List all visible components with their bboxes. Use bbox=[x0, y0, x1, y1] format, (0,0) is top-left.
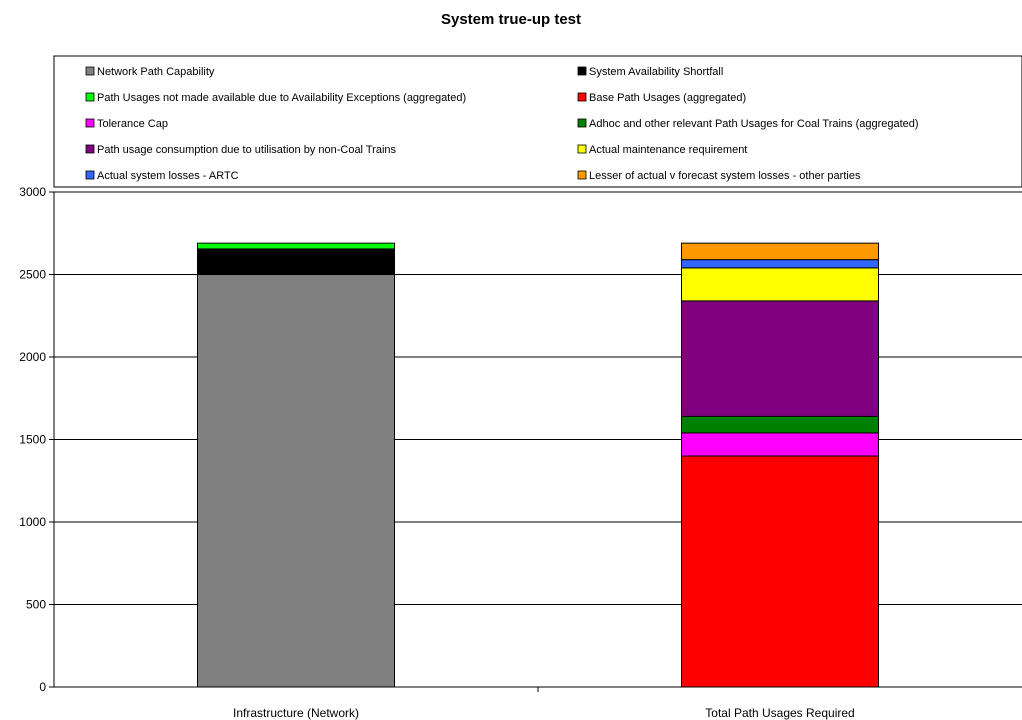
legend-swatch bbox=[85, 118, 95, 128]
bar-segment bbox=[681, 415, 879, 434]
legend-label: Network Path Capability bbox=[97, 66, 215, 78]
legend-label: Adhoc and other relevant Path Usages for… bbox=[589, 118, 919, 130]
legend-swatch bbox=[85, 170, 95, 180]
y-tick-label: 1000 bbox=[19, 515, 46, 529]
bar-segment bbox=[681, 242, 879, 261]
y-tick-label: 2500 bbox=[19, 268, 46, 282]
legend-swatch bbox=[85, 92, 95, 102]
legend-swatch bbox=[577, 144, 587, 154]
chart-title: System true-up test bbox=[441, 11, 581, 28]
legend-swatch bbox=[577, 118, 587, 128]
bar-segment bbox=[197, 242, 395, 250]
legend-box bbox=[53, 55, 1022, 188]
plot-area: 0 500 1000 1500 2000 2500 3000 Infrastructure (… bbox=[19, 185, 1022, 720]
bar-segment bbox=[681, 455, 879, 688]
bar-segment bbox=[197, 274, 395, 688]
legend-swatch bbox=[577, 92, 587, 102]
legend: Network Path Capability System Availabili… bbox=[53, 55, 1022, 188]
x-tick-label: Infrastructure (Network) bbox=[233, 706, 359, 720]
bar-segment bbox=[681, 432, 879, 457]
legend-label: Base Path Usages (aggregated) bbox=[589, 92, 746, 104]
legend-label: Tolerance Cap bbox=[97, 118, 168, 130]
y-tick-label: 0 bbox=[39, 680, 46, 694]
bar-segment bbox=[197, 248, 395, 276]
legend-label: Actual system losses - ARTC bbox=[97, 170, 239, 182]
legend-label: Lesser of actual v forecast system losse… bbox=[589, 170, 861, 182]
legend-swatch bbox=[85, 66, 95, 76]
y-tick-label: 2000 bbox=[19, 350, 46, 364]
x-tick-label: Total Path Usages Required bbox=[705, 706, 854, 720]
legend-swatch bbox=[85, 144, 95, 154]
legend-label: System Availability Shortfall bbox=[589, 66, 723, 78]
bar-segment bbox=[681, 267, 879, 302]
legend-swatch bbox=[577, 66, 587, 76]
legend-label: Path Usages not made available due to Av… bbox=[97, 92, 466, 104]
y-tick-label: 500 bbox=[26, 598, 46, 612]
y-tick-label: 3000 bbox=[19, 185, 46, 199]
legend-label: Actual maintenance requirement bbox=[589, 144, 747, 156]
legend-label: Path usage consumption due to utilisatio… bbox=[97, 144, 397, 156]
bar-segment bbox=[681, 259, 879, 269]
bar-segment bbox=[681, 300, 879, 417]
y-tick-label: 1500 bbox=[19, 433, 46, 447]
legend-swatch bbox=[577, 170, 587, 180]
